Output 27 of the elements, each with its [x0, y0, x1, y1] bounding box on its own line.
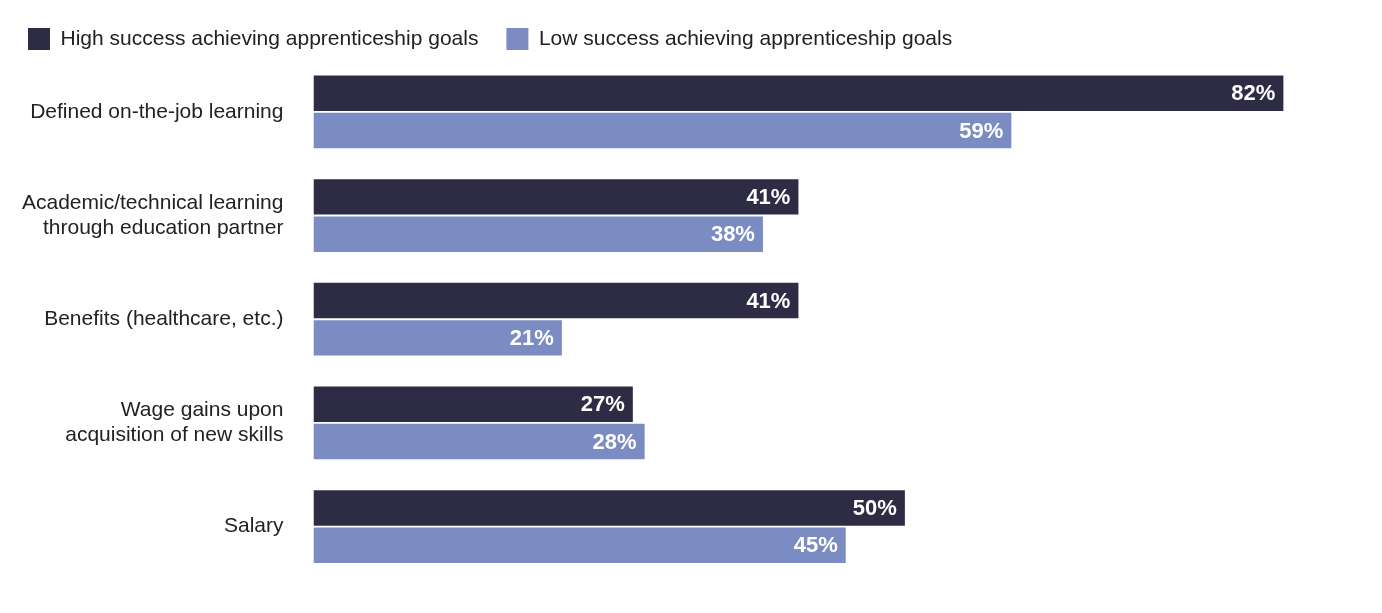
- data-label: 82%: [1231, 80, 1276, 106]
- data-label: 59%: [959, 117, 1004, 143]
- legend-label: Low success achieving apprenticeship goals: [538, 25, 953, 49]
- bar: [313, 423, 645, 460]
- y-tick-label: Academic/technical learning through education partner: [21, 189, 284, 238]
- data-label: 21%: [509, 324, 554, 350]
- data-label: 27%: [580, 391, 625, 417]
- data-label: 41%: [746, 287, 791, 313]
- bar: [313, 490, 905, 526]
- bar: [313, 282, 799, 319]
- y-tick-label: Salary: [223, 513, 284, 537]
- data-label: 50%: [852, 494, 897, 520]
- legend-label: High success achieving apprenticeship goals: [60, 25, 479, 49]
- bar: [313, 112, 1012, 149]
- bar: [313, 320, 562, 356]
- data-label: 38%: [710, 221, 755, 247]
- y-tick-label: Benefits (healthcare, etc.): [44, 306, 284, 329]
- bar: [313, 527, 846, 563]
- data-label: 45%: [793, 532, 838, 558]
- data-label: 28%: [592, 428, 637, 454]
- y-tick-label: Defined on-the-job learning: [30, 98, 284, 122]
- bar: [313, 179, 799, 215]
- data-label: 41%: [746, 183, 791, 209]
- bar: [313, 386, 633, 422]
- bar: [313, 216, 763, 252]
- bar: [313, 75, 1284, 111]
- y-tick-label: Wage gains upon acquisition of new skills: [65, 397, 284, 446]
